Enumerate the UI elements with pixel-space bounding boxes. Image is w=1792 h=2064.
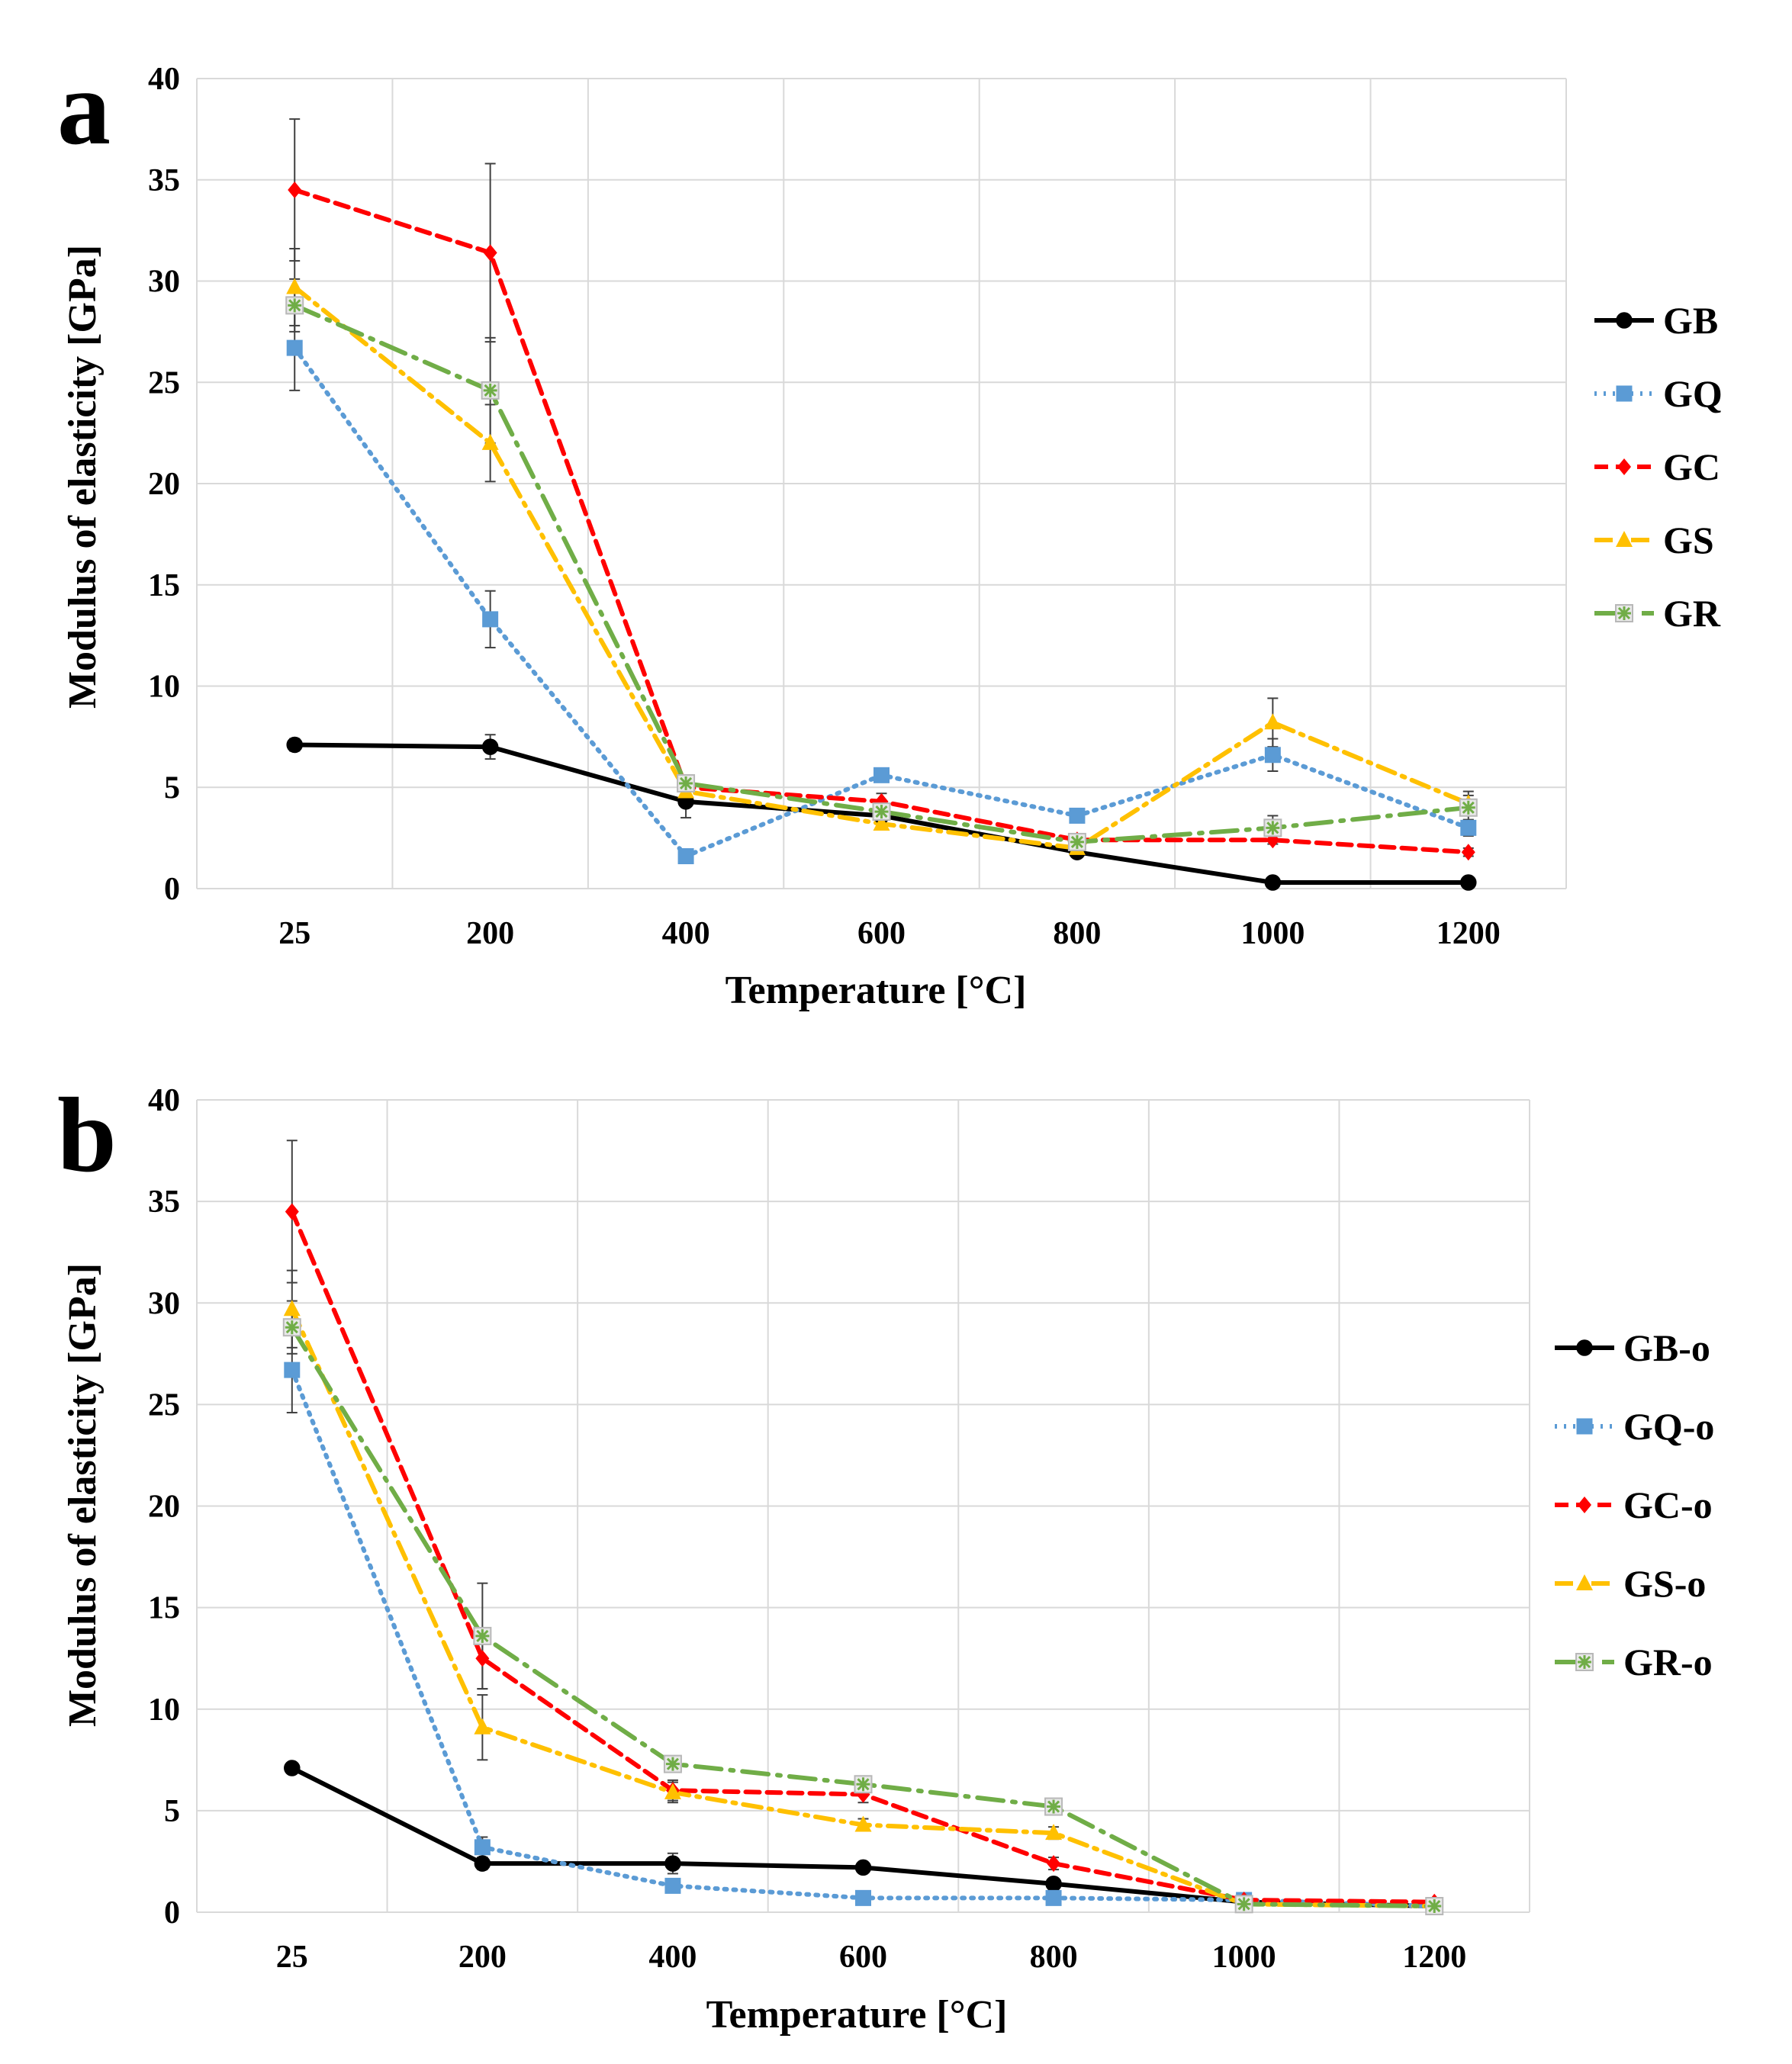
panel-a-y-axis-title: Modulus of elasticity [GPa] [61,245,105,709]
panel-a-gr-point [1069,834,1086,850]
panel-b-y-tick-label: 5 [164,1794,180,1829]
panel-a-gq-point [874,767,890,783]
panel-b-gro-point [664,1756,681,1773]
panel-b-gro-point [1236,1895,1253,1912]
panel-b-gbo-point [1046,1876,1061,1892]
panel-b-gro-point [284,1319,301,1336]
panel-a-legend-label-gs: GS [1663,519,1714,561]
panel-a-x-tick-label: 25 [278,916,310,951]
panel-a-legend-label-gq: GQ [1663,372,1723,415]
panel-a-legend-label-gc: GC [1663,445,1720,488]
panel-a-gr-point [677,775,694,792]
panel-a-y-tick-label: 20 [148,467,180,502]
panel-a-y-tick-label: 30 [148,265,180,300]
panel-b-y-tick-label: 30 [148,1286,180,1321]
panel-letter-b: b [57,1076,117,1194]
panel-a-x-tick-label: 200 [466,916,514,951]
panel-a-y-tick-label: 5 [164,770,180,805]
panel-a-y-tick-label: 10 [148,670,180,705]
panel-b-x-tick-label: 25 [276,1940,308,1975]
panel-a-legend-label-gr: GR [1663,592,1721,635]
panel-b-y-tick-label: 10 [148,1693,180,1728]
panel-b-y-tick-label: 15 [148,1591,180,1626]
panel-b-x-tick-label: 400 [648,1940,697,1975]
panel-a-legend-label-gb: GB [1663,299,1718,342]
panel-a-gb-point [483,739,498,754]
panel-b-x-tick-label: 600 [839,1940,887,1975]
panel-a-gq-point [483,612,498,627]
panel-b-x-tick-label: 200 [458,1940,507,1975]
panel-b-y-tick-label: 35 [148,1185,180,1220]
panel-b-gqo-point [285,1362,300,1378]
panel-a-y-tick-label: 35 [148,163,180,198]
panel-a-x-tick-label: 1000 [1240,916,1305,951]
panel-b-gbo-point [285,1760,300,1776]
panel-a-gr-point [286,297,303,313]
panel-a-gr-point [482,382,499,399]
panel-a-gb-point [1461,875,1476,890]
panel-b-gqo-point [1046,1890,1061,1905]
panel-b-gqo-point [475,1840,490,1855]
panel-b-gro-point [474,1628,491,1644]
panel-b-y-tick-label: 25 [148,1387,180,1423]
panel-b-legend-marker-gro [1576,1654,1593,1670]
panel-b-legend-marker-gbo [1577,1340,1592,1355]
panel-a-y-tick-label: 40 [148,62,180,97]
panel-a-gq-point [1265,747,1280,763]
panel-b-legend-marker-gqo [1577,1419,1592,1434]
panel-a-x-tick-label: 400 [662,916,710,951]
panel-b-x-axis-title: Temperature [°C] [706,1993,1008,2037]
panel-a-legend-marker-gb [1617,313,1632,328]
panel-b-x-tick-label: 1200 [1402,1940,1466,1975]
panel-letter-a: a [57,49,111,167]
figure-background [0,0,1792,2064]
panel-a-y-tick-label: 15 [148,568,180,603]
panel-a-gq-point [1461,820,1476,835]
panel-b-gbo-point [856,1860,871,1875]
panel-a-gr-point [1264,819,1281,836]
panel-b-legend-label-gso: GS-o [1623,1562,1706,1605]
panel-b-gro-point [1426,1898,1443,1915]
figure: a 0510152025303540 25 200 400 600 800 1000 120… [0,0,1792,2064]
panel-a-gq-point [1070,808,1085,823]
panel-b-y-axis-title: Modulus of elasticity [GPa] [61,1263,105,1727]
panel-a-legend-marker-gr [1616,605,1633,622]
panel-a-x-axis-title: Temperature [°C] [725,969,1027,1012]
panel-a-y-tick-label: 25 [148,365,180,400]
panel-b-gbo-point [665,1856,680,1871]
panel-a-y-tick-label: 0 [164,872,180,907]
panel-b-gqo-point [856,1890,871,1905]
panel-a-x-tick-label: 800 [1053,916,1101,951]
panel-b-x-tick-label: 800 [1030,1940,1078,1975]
panel-b-legend-label-gqo: GQ-o [1623,1405,1714,1448]
panel-b-legend-label-gco: GC-o [1623,1484,1713,1526]
panel-b-gbo-point [475,1856,490,1871]
panel-a-gq-point [678,849,693,864]
panel-a-gb-point [1265,875,1280,890]
panel-b-gqo-point [665,1878,680,1893]
panel-b-gro-point [855,1776,872,1792]
panel-a-gr-point [1460,799,1477,816]
panel-a-gr-point [873,803,890,820]
panel-b-x-tick-label: 1000 [1212,1940,1276,1975]
panel-a-legend-marker-gq [1617,386,1632,401]
panel-b-legend-label-gro: GR-o [1623,1641,1713,1683]
panel-a-gq-point [287,340,302,355]
panel-b-gro-point [1045,1799,1062,1815]
panel-b-legend-label-gbo: GB-o [1623,1326,1710,1369]
panel-b-y-tick-label: 20 [148,1490,180,1525]
panel-a-x-tick-label: 1200 [1436,916,1501,951]
panel-a-x-tick-label: 600 [857,916,906,951]
panel-b-y-tick-label: 40 [148,1083,180,1118]
panel-a-gb-point [287,737,302,752]
panel-b-y-tick-label: 0 [164,1895,180,1931]
